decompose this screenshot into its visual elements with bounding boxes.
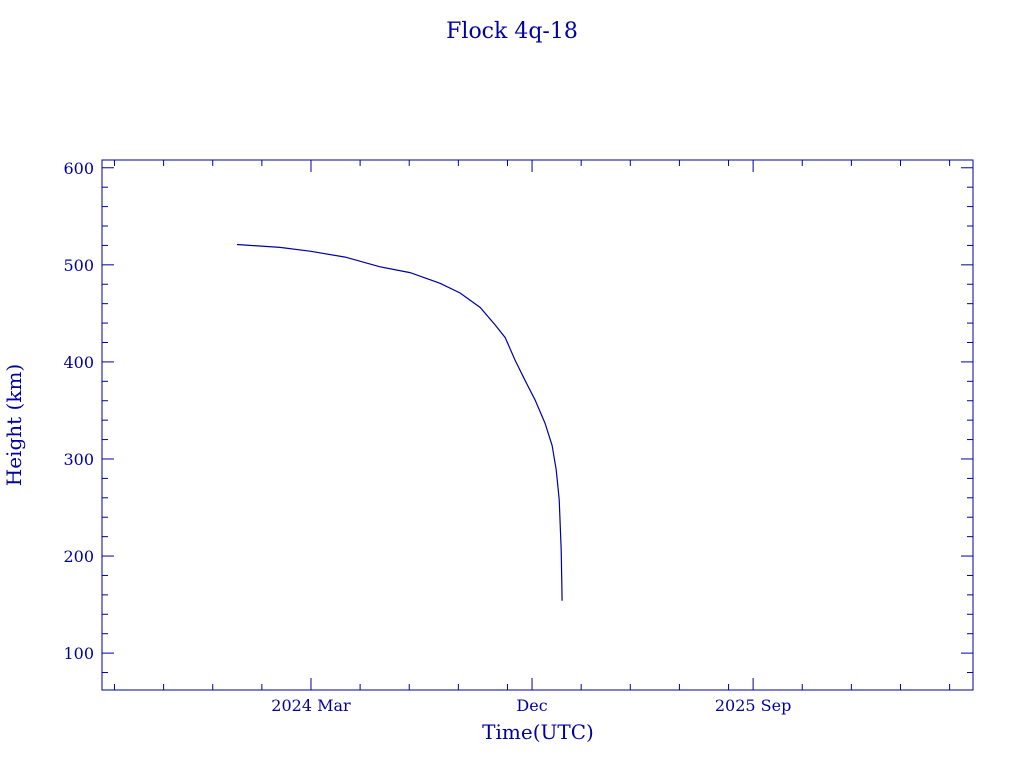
y-tick-labels: 100 200 300 400 500 600 — [63, 159, 94, 663]
y-tick-label: 100 — [63, 644, 94, 663]
y-tick-label: 300 — [63, 450, 94, 469]
x-tick-label: Dec — [516, 696, 547, 715]
x-tick-label: 2024 Mar — [271, 696, 351, 715]
y-axis-label: Height (km) — [2, 364, 26, 486]
y-tick-label: 200 — [63, 547, 94, 566]
x-axis-label: Time(UTC) — [482, 720, 594, 744]
series-line — [236, 243, 563, 601]
y-tick-label: 500 — [63, 256, 94, 275]
x-tick-labels: 2024 Mar Dec 2025 Sep — [271, 696, 791, 715]
y-tick-label: 400 — [63, 353, 94, 372]
y-tick-label: 600 — [63, 159, 94, 178]
chart-title: Flock 4q-18 — [446, 19, 578, 44]
plot-frame — [101, 159, 974, 691]
x-tick-label: 2025 Sep — [715, 696, 791, 715]
axis-ticks — [102, 160, 973, 690]
